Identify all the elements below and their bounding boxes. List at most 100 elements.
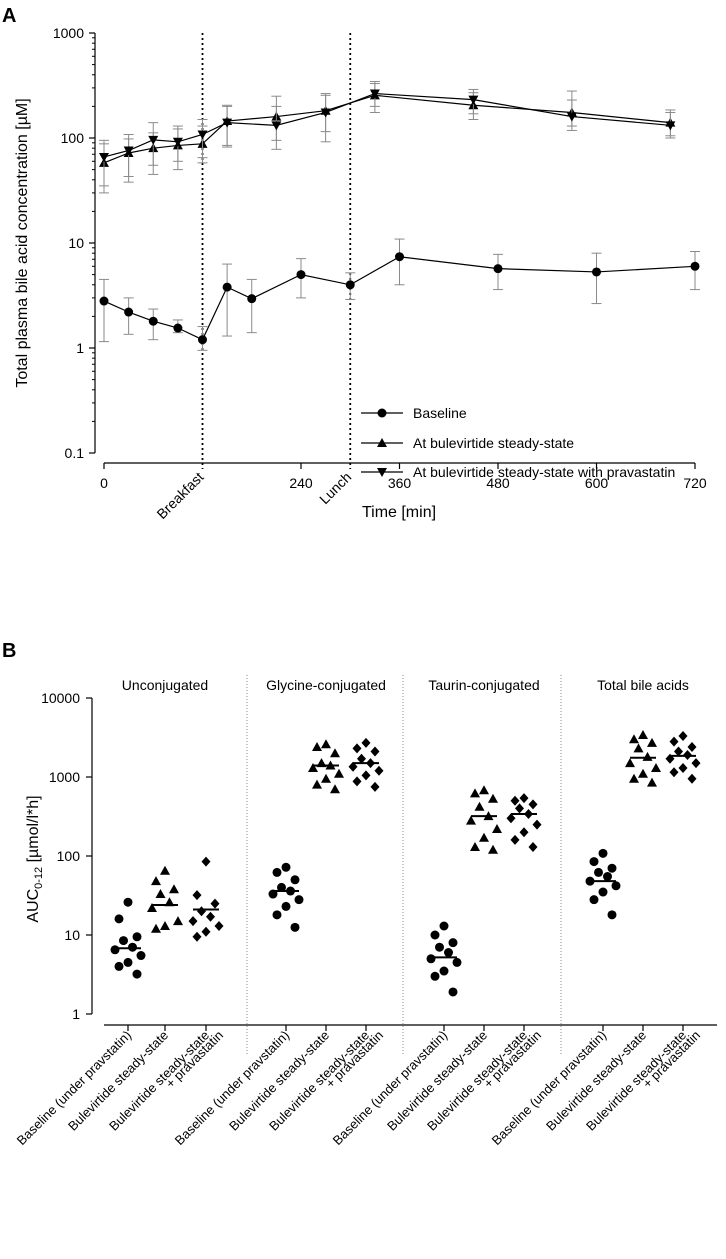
data-point bbox=[136, 951, 146, 961]
data-point bbox=[148, 316, 158, 326]
data-point bbox=[452, 957, 462, 967]
data-point bbox=[110, 945, 120, 955]
data-point bbox=[169, 884, 179, 894]
x-tick-label: 360 bbox=[388, 475, 412, 491]
data-point bbox=[435, 942, 444, 952]
y-tick-label: 10 bbox=[68, 235, 84, 251]
data-point bbox=[592, 267, 601, 277]
data-point bbox=[598, 848, 608, 858]
y-tick-label: 10 bbox=[64, 927, 80, 943]
data-point bbox=[691, 758, 701, 769]
data-point bbox=[296, 270, 306, 280]
data-point bbox=[629, 773, 639, 783]
data-point bbox=[188, 916, 198, 927]
data-point bbox=[312, 779, 322, 789]
data-point bbox=[114, 914, 124, 924]
data-point bbox=[687, 741, 697, 752]
legend-label: Baseline bbox=[413, 405, 467, 421]
data-point bbox=[114, 961, 124, 971]
data-point bbox=[294, 895, 304, 905]
data-point bbox=[198, 335, 207, 345]
data-point bbox=[510, 795, 520, 806]
series-triangle-up bbox=[99, 83, 676, 194]
data-point bbox=[369, 89, 380, 99]
legend-marker bbox=[377, 468, 387, 477]
data-point bbox=[444, 948, 453, 958]
data-point bbox=[160, 920, 170, 930]
data-point bbox=[687, 773, 697, 784]
data-point bbox=[201, 926, 211, 937]
data-point bbox=[334, 768, 344, 778]
data-point bbox=[172, 137, 183, 147]
data-point bbox=[690, 261, 700, 271]
data-point bbox=[206, 911, 215, 922]
y-tick-label: 1000 bbox=[53, 25, 84, 41]
data-point bbox=[124, 307, 134, 317]
data-point bbox=[132, 932, 142, 942]
data-point bbox=[247, 294, 257, 304]
x-tick-label: 0 bbox=[100, 475, 108, 491]
y-tick-label: 100 bbox=[61, 130, 85, 146]
data-point bbox=[99, 152, 109, 162]
data-point bbox=[678, 731, 688, 742]
y-axis-title-unit: [µmol/l*h] bbox=[25, 795, 42, 866]
panel-a-letter: A bbox=[2, 5, 16, 27]
x-tick-label: 600 bbox=[585, 475, 609, 491]
data-point bbox=[566, 112, 577, 122]
y-tick-label: 0.1 bbox=[65, 445, 85, 461]
data-point bbox=[506, 813, 516, 824]
data-point bbox=[589, 857, 599, 867]
data-point bbox=[119, 936, 128, 946]
y-tick-label: 1000 bbox=[49, 769, 80, 785]
x-tick-label: 720 bbox=[683, 475, 707, 491]
data-point bbox=[633, 743, 644, 753]
data-point bbox=[488, 793, 498, 803]
data-point bbox=[474, 801, 485, 811]
group-title: Unconjugated bbox=[122, 677, 208, 693]
data-point bbox=[173, 916, 183, 926]
data-point bbox=[674, 746, 683, 757]
data-point bbox=[320, 108, 331, 118]
legend-label: At bulevirtide steady-state with pravast… bbox=[413, 464, 675, 480]
data-point bbox=[123, 897, 133, 907]
data-point bbox=[160, 865, 170, 875]
data-point bbox=[290, 875, 300, 885]
data-point bbox=[290, 922, 300, 932]
data-point bbox=[361, 737, 371, 748]
data-point bbox=[155, 889, 166, 899]
data-point bbox=[448, 938, 458, 948]
data-point bbox=[651, 762, 661, 772]
data-point bbox=[492, 823, 502, 833]
data-point bbox=[321, 773, 331, 783]
data-point bbox=[210, 898, 220, 909]
x-tick-label: 240 bbox=[289, 475, 313, 491]
data-point bbox=[647, 777, 657, 787]
data-point bbox=[493, 264, 503, 274]
data-point bbox=[374, 765, 384, 776]
data-point bbox=[132, 969, 142, 979]
data-point bbox=[281, 901, 291, 911]
y-tick-label: 1 bbox=[72, 1006, 80, 1022]
data-point bbox=[528, 841, 538, 852]
data-point bbox=[395, 252, 404, 262]
data-point bbox=[669, 767, 679, 778]
data-point bbox=[470, 788, 480, 798]
data-point bbox=[321, 739, 331, 749]
data-point bbox=[519, 793, 529, 804]
data-point bbox=[272, 910, 282, 920]
data-point bbox=[528, 799, 538, 810]
data-point bbox=[123, 957, 133, 967]
legend-label: At bulevirtide steady-state bbox=[413, 435, 574, 451]
data-point bbox=[352, 776, 362, 787]
data-point bbox=[123, 146, 134, 156]
data-point bbox=[214, 920, 224, 931]
event-label: Lunch bbox=[316, 469, 354, 507]
panel-b-letter: B bbox=[2, 640, 16, 662]
series-triangle-down bbox=[99, 81, 676, 187]
data-point bbox=[515, 803, 524, 814]
data-point bbox=[430, 930, 440, 940]
